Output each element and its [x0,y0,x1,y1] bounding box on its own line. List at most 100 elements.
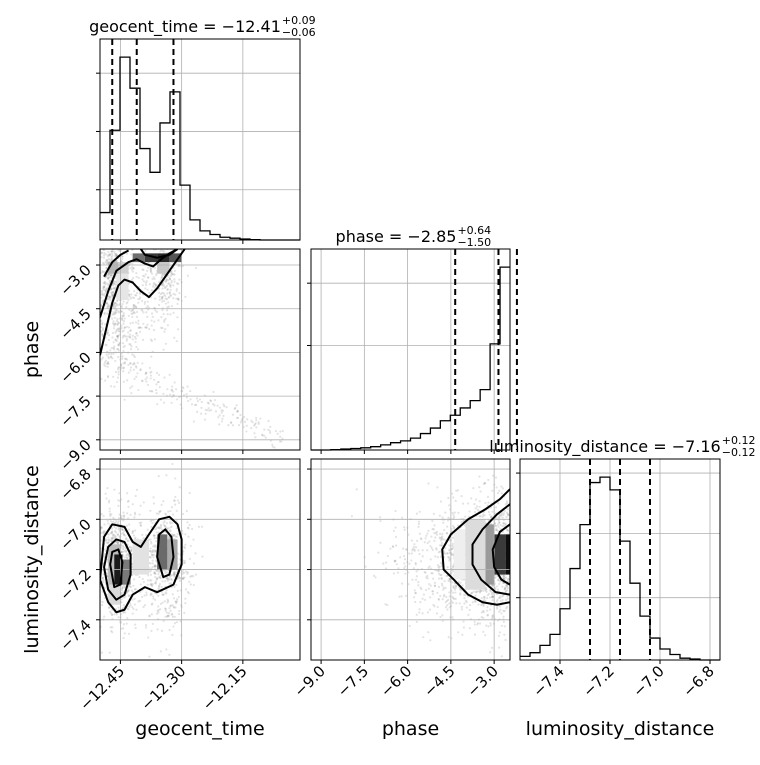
scatter-phase-distance-point [500,492,503,495]
scatter-geocent-distance-point [154,544,158,547]
scatter-geocent-distance-point [167,614,170,617]
scatter-geocent-phase-point [162,291,165,295]
scatter-geocent-phase-point [165,280,168,283]
scatter-geocent-phase-point [161,295,164,299]
scatter-geocent-phase-point [108,297,111,300]
scatter-geocent-distance-point [171,612,174,616]
scatter-phase-distance-point [491,596,494,599]
contour-geocent-distance-inner-line [109,548,124,589]
scatter-geocent-distance-point [151,602,154,605]
scatter-geocent-distance-point [107,538,110,542]
scatter-geocent-phase-point [109,295,112,298]
scatter-geocent-distance-point [95,563,97,565]
scatter-geocent-distance-point [122,547,125,551]
panel-frame [99,38,301,241]
scatter-phase-distance-point [385,561,388,564]
scatter-geocent-distance-point [126,492,129,495]
scatter-geocent-distance-point [125,524,128,527]
scatter-geocent-distance-point [145,591,148,594]
scatter-geocent-distance-point [172,597,176,600]
scatter-geocent-phase-point [112,352,115,355]
scatter-geocent-phase-point [114,310,117,313]
scatter-geocent-distance-point [170,577,173,581]
scatter-geocent-distance-point [122,604,126,607]
scatter-geocent-phase-point [108,246,110,248]
scatter-geocent-phase-point [104,261,107,264]
scatter-geocent-distance-point [153,545,156,548]
scatter-geocent-phase-point [109,260,112,263]
scatter-geocent-distance-point [175,519,178,522]
scatter-geocent-distance-point [128,546,131,549]
scatter-geocent-distance-point [121,586,124,589]
scatter-geocent-phase-point [100,296,103,299]
scatter-geocent-distance-point [142,580,145,584]
scatter-geocent-phase-point [131,338,134,341]
scatter-geocent-phase-point [103,243,105,245]
scatter-geocent-phase-point [109,237,111,239]
scatter-geocent-phase-point [107,276,110,279]
scatter-phase-distance-point [499,527,502,531]
scatter-phase-distance-point [417,584,420,587]
scatter-phase-distance-point [478,475,481,478]
scatter-phase-distance-point [486,609,489,612]
scatter-phase-distance-point [462,593,466,596]
scatter-geocent-distance-point [163,600,166,603]
scatter-geocent-phase-point [131,321,134,324]
scatter-geocent-distance-point [129,604,132,607]
scatter-geocent-distance-point [150,613,153,616]
scatter-geocent-distance-point [111,533,115,536]
scatter-geocent-phase-point [112,348,116,351]
scatter-geocent-distance-point [169,522,172,525]
scatter-phase-distance-point [404,572,407,575]
scatter-geocent-phase-point [146,304,149,308]
scatter-geocent-phase-point [116,228,118,230]
scatter-geocent-distance-point [184,588,188,591]
scatter-geocent-phase-point [161,274,164,278]
scatter-geocent-phase-point [130,218,132,220]
scatter-geocent-distance-point [125,622,128,625]
scatter-phase-distance-point [403,528,406,531]
scatter-geocent-phase-point [117,347,120,351]
scatter-geocent-phase-point [142,338,145,341]
scatter-geocent-distance-point [194,552,197,555]
scatter-geocent-phase-point [132,303,135,307]
scatter-geocent-distance-point [168,653,171,656]
scatter-geocent-distance-point [118,492,121,495]
scatter-geocent-phase-point [114,305,117,309]
scatter-geocent-phase-point [168,282,171,285]
scatter-geocent-distance-point [111,626,114,629]
scatter-geocent-distance-point [155,569,158,572]
scatter-phase-distance-point [386,554,389,558]
scatter-geocent-phase-point [105,242,107,244]
scatter-phase-distance-point [503,587,507,590]
scatter-geocent-distance-point [122,550,125,553]
scatter-phase-distance-point [457,631,460,634]
scatter-phase-distance-point [374,576,377,579]
scatter-geocent-phase-point [108,253,112,256]
scatter-geocent-distance-point [135,608,138,611]
scatter-geocent-distance-point [94,553,96,555]
scatter-geocent-distance-point [153,564,156,567]
scatter-phase-distance-point [450,548,454,551]
scatter-geocent-distance-point [85,557,87,559]
scatter-phase-distance-point [372,574,376,577]
scatter-geocent-distance-point [166,598,169,601]
scatter-phase-distance-point [504,590,508,593]
scatter-geocent-distance-point [87,540,89,542]
scatter-geocent-phase-point [121,355,124,358]
scatter-phase-distance-point [460,495,463,498]
scatter-geocent-distance-point [127,554,130,557]
scatter-geocent-phase-point [123,344,126,348]
scatter-geocent-distance-point [115,540,118,543]
scatter-geocent-phase-point [131,215,133,217]
scatter-geocent-phase-point [137,326,140,329]
scatter-geocent-distance-point [95,554,97,556]
scatter-geocent-phase-point [131,363,134,366]
scatter-geocent-distance-point [126,539,129,542]
scatter-geocent-phase-point [100,326,103,329]
scatter-geocent-phase-point [169,313,172,316]
scatter-geocent-distance-point [129,602,132,605]
scatter-phase-distance-point [433,581,436,584]
title-geocent_time: geocent_time = −12.41 +0.09−0.06 [89,14,316,39]
scatter-geocent-distance-point [176,589,179,592]
